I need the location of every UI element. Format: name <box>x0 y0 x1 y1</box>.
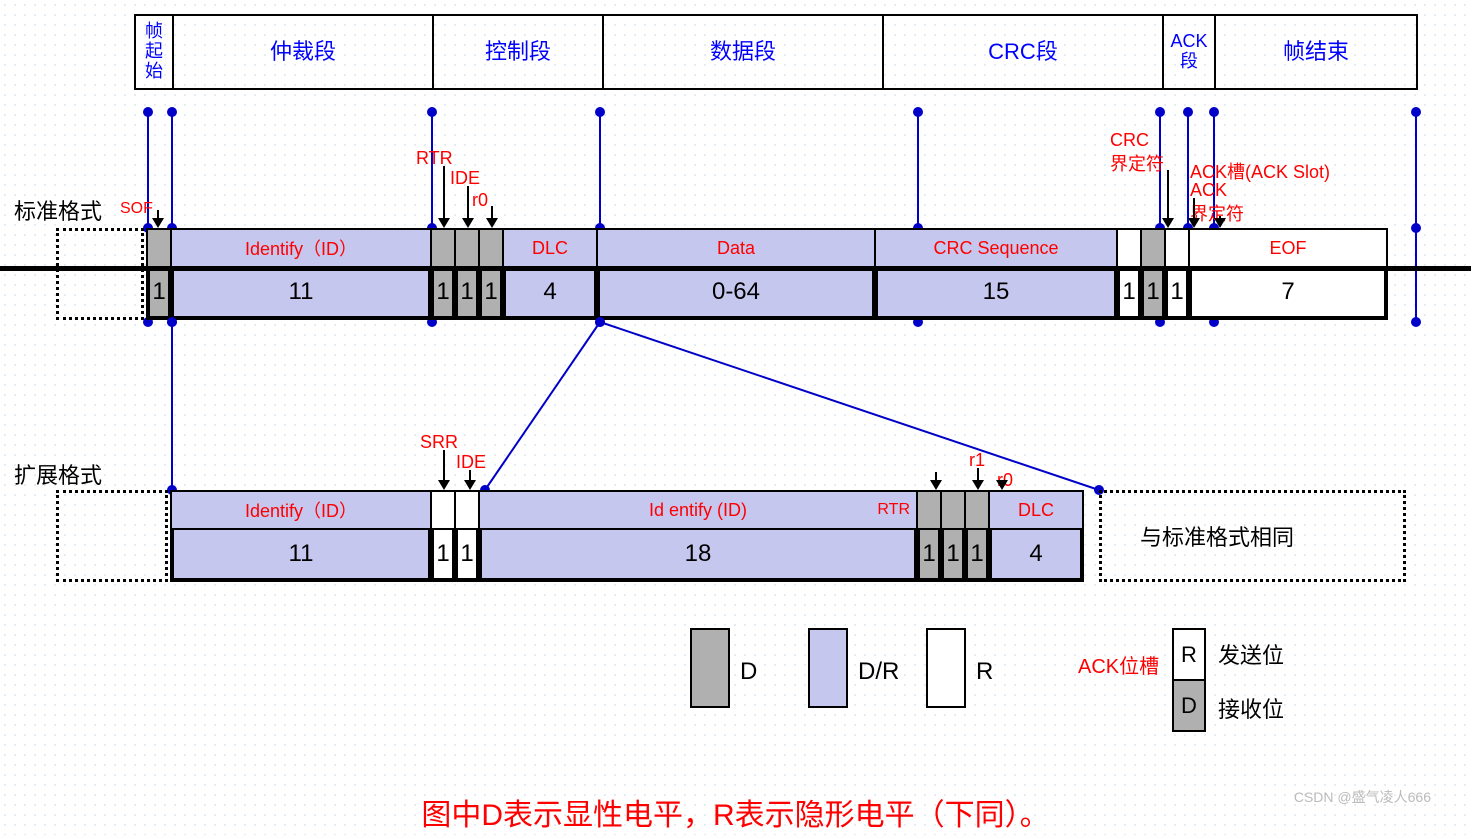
legend-swatch <box>808 628 848 708</box>
arrow-down <box>438 450 450 490</box>
field-cell: 18 <box>478 528 918 582</box>
legend-text: D <box>740 658 757 686</box>
field-cell: 4 <box>988 528 1084 582</box>
ack-D: D <box>1174 681 1204 730</box>
arrow-down <box>972 468 984 490</box>
field-cell: 1 <box>916 528 942 582</box>
ext-left-dashed <box>56 490 168 582</box>
legend-swatch <box>926 628 966 708</box>
legend-swatch <box>690 628 730 708</box>
recv-label: 接收位 <box>1218 692 1284 724</box>
arrow-down <box>464 470 476 490</box>
ext-right-note: 与标准格式相同 <box>1140 520 1294 552</box>
legend-text: D/R <box>858 658 899 686</box>
field-cell: 1 <box>940 528 966 582</box>
ext-top-strip: Identify（ID） Id entify (ID)RTR DLC <box>170 490 1084 530</box>
watermark: CSDN @盛气凌人666 <box>1294 787 1431 807</box>
field-cell: 11 <box>170 528 432 582</box>
field-cell <box>940 490 966 530</box>
field-cell: 1 <box>964 528 990 582</box>
field-cell: Id entify (ID)RTR <box>478 490 918 530</box>
ack-legend-box: R D <box>1172 628 1206 732</box>
ack-R: R <box>1174 630 1204 681</box>
dot <box>595 317 605 327</box>
ext-bot-strip: 1111181114 <box>170 528 1084 568</box>
ack-legend-label: ACK位槽 <box>1078 650 1159 679</box>
field-cell: 1 <box>430 528 456 582</box>
arrow-down <box>996 486 1008 490</box>
field-cell: DLC <box>988 490 1084 530</box>
arrow-down <box>930 472 942 490</box>
footer-note: 图中D表示显性电平，R表示隐形电平（下同）。 <box>0 790 1471 834</box>
field-cell <box>454 490 480 530</box>
field-cell: 1 <box>454 528 480 582</box>
diagram-stage: 帧起始仲裁段控制段数据段CRC段ACK段帧结束 标准格式 扩展格式 SOF RT… <box>0 0 1471 835</box>
field-cell <box>916 490 942 530</box>
field-cell <box>430 490 456 530</box>
field-cell <box>964 490 990 530</box>
field-cell: Identify（ID） <box>170 490 432 530</box>
legend-text: R <box>976 658 993 686</box>
dot <box>167 317 177 327</box>
send-label: 发送位 <box>1218 638 1284 670</box>
